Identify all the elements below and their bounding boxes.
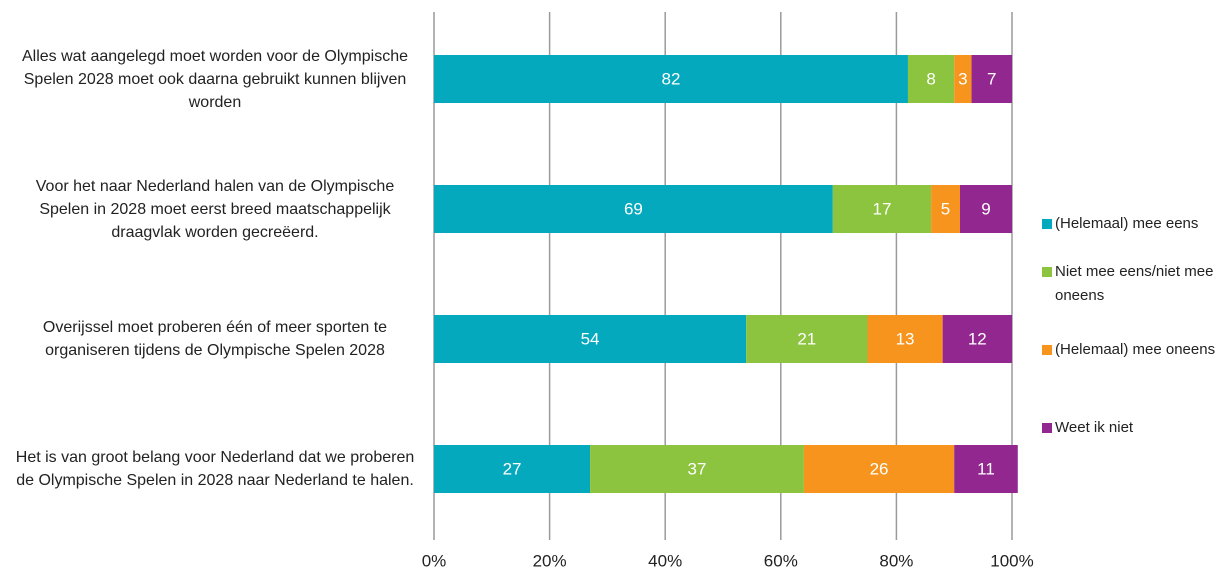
x-tick-label: 60%	[764, 551, 798, 570]
data-label: 27	[503, 459, 522, 478]
bar-segment	[931, 185, 960, 233]
x-tick-label: 0%	[422, 551, 447, 570]
data-label: 17	[872, 199, 891, 218]
bar-segment	[590, 445, 804, 493]
legend-swatch	[1042, 219, 1052, 229]
data-label: 5	[941, 199, 950, 218]
data-label: 12	[968, 329, 987, 348]
bar-segment	[971, 55, 1012, 103]
legend-item: (Helemaal) mee oneens	[1042, 338, 1227, 362]
bar-segment	[954, 445, 1018, 493]
category-label: Het is van groot belang voor Nederland d…	[15, 449, 415, 489]
bar-segment	[434, 185, 833, 233]
data-label: 21	[797, 329, 816, 348]
legend-label: (Helemaal) mee oneens	[1055, 341, 1216, 358]
legend-label: Weet ik niet	[1055, 419, 1134, 436]
data-label: 69	[624, 199, 643, 218]
legend-swatch	[1042, 423, 1052, 433]
bar-segment	[959, 185, 1012, 233]
data-label: 37	[688, 459, 707, 478]
category-label: Alles wat aangelegd moet worden voor de …	[22, 47, 408, 111]
x-tick-label: 80%	[879, 551, 913, 570]
bar-segment	[434, 445, 591, 493]
data-label: 26	[870, 459, 889, 478]
legend-item: Niet mee eens/niet mee oneens	[1042, 260, 1227, 308]
data-label: 54	[581, 329, 600, 348]
x-tick-label: 40%	[648, 551, 682, 570]
data-label: 82	[662, 69, 681, 88]
x-tick-label: 20%	[533, 551, 567, 570]
legend-label: Niet mee eens/niet mee oneens	[1055, 263, 1214, 304]
legend-swatch	[1042, 345, 1052, 355]
bar-segment	[434, 315, 747, 363]
data-label: 9	[981, 199, 990, 218]
data-label: 11	[977, 459, 995, 478]
category-label: Overijssel moet proberen één of meer spo…	[42, 319, 388, 359]
data-label: 13	[896, 329, 915, 348]
legend-item: (Helemaal) mee eens	[1042, 212, 1227, 236]
bar-segment	[954, 55, 972, 103]
legend-item: Weet ik niet	[1042, 416, 1227, 440]
x-tick-label: 100%	[990, 551, 1033, 570]
legend-swatch	[1042, 267, 1052, 277]
data-label: 8	[926, 69, 935, 88]
bar-segment	[832, 185, 932, 233]
bar-segment	[942, 315, 1012, 363]
legend-label: (Helemaal) mee eens	[1055, 215, 1199, 232]
bar-segment	[434, 55, 908, 103]
data-label: 3	[958, 69, 967, 88]
bar-segment	[907, 55, 955, 103]
bar-segment	[803, 445, 955, 493]
data-label: 7	[987, 69, 996, 88]
bar-segment	[867, 315, 943, 363]
category-label: Voor het naar Nederland halen van de Oly…	[35, 177, 395, 241]
bar-segment	[746, 315, 868, 363]
